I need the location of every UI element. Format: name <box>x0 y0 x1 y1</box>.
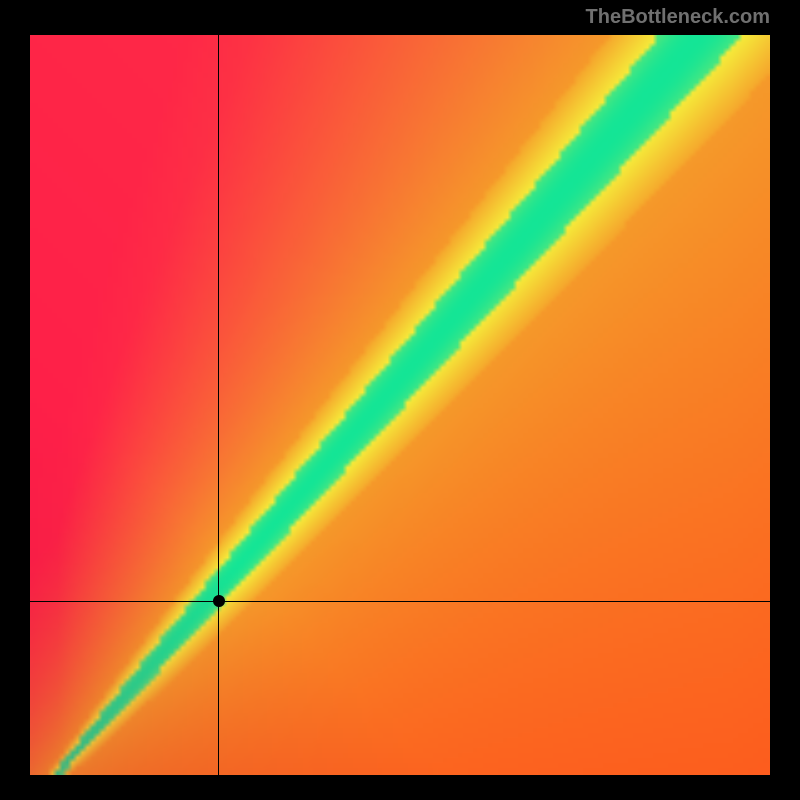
crosshair-vertical <box>218 35 219 775</box>
bottleneck-heatmap <box>30 35 770 775</box>
crosshair-horizontal <box>30 601 770 602</box>
attribution-text: TheBottleneck.com <box>586 6 770 29</box>
operating-point-marker <box>213 595 225 607</box>
heatmap-canvas <box>30 35 770 775</box>
